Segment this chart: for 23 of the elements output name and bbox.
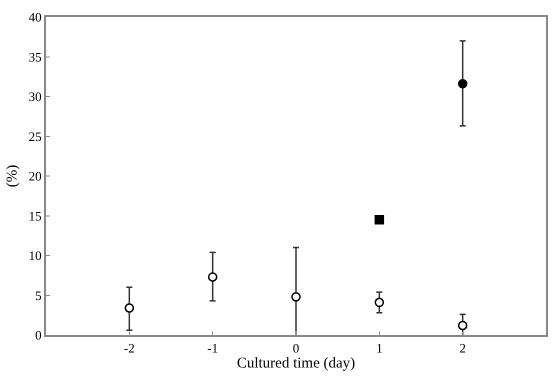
point <box>458 79 468 89</box>
y-tick-label: 35 <box>28 49 42 64</box>
x-axis-title: Cultured time (day) <box>236 355 356 372</box>
point <box>208 272 218 282</box>
y-tick-label: 15 <box>28 208 42 224</box>
x-tick-label: 2 <box>459 340 466 356</box>
y-tick-label: 40 <box>28 10 42 25</box>
y-tick-label: 0 <box>35 328 42 343</box>
point <box>291 292 301 302</box>
x-tick-label: -2 <box>124 340 135 356</box>
point <box>458 320 468 330</box>
y-tick-label: 20 <box>28 168 42 184</box>
y-tick-label: 30 <box>28 89 42 104</box>
x-tick-label: 0 <box>292 340 300 356</box>
y-tick-label: 5 <box>35 288 42 303</box>
y-tick-label: 10 <box>28 248 42 264</box>
y-tick-label: 25 <box>28 128 42 144</box>
y-axis-title: (%) <box>4 164 20 188</box>
point <box>374 214 384 224</box>
point <box>374 298 384 308</box>
x-tick-label: -1 <box>207 340 218 356</box>
point <box>124 303 134 313</box>
x-tick-label: 1 <box>376 340 383 356</box>
